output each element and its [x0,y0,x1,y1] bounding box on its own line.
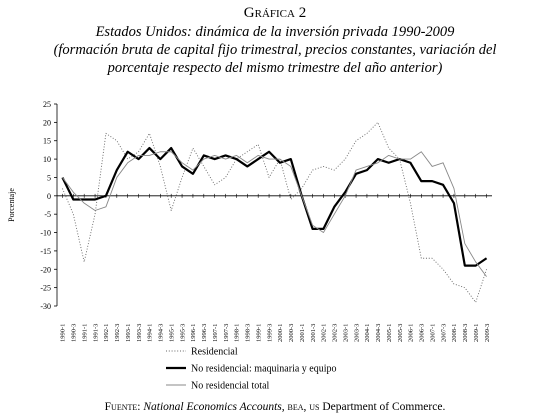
chart-subtitle: Estados Unidos: dinámica de la inversión… [95,24,456,40]
x-tick-label: 2004-3 [375,324,382,342]
legend-label: Residencial [191,347,238,358]
series-line [62,121,487,303]
x-tick-label: 2007-3 [440,324,447,342]
x-tick-label: 2003-3 [353,324,360,342]
y-tick-label: 15 [43,137,51,146]
chart-subtitle: (formación bruta de capital fijo trimest… [54,42,497,58]
x-tick-label: 2000-3 [288,324,295,342]
x-tick-label: 1997-3 [223,324,230,342]
y-axis-label: Porcentaje [7,188,16,222]
source-country: us [309,401,319,413]
chart-title: Gráfica 2 [244,5,306,21]
y-tick-label: -20 [40,265,51,274]
x-tick-label: 2004-1 [364,324,371,342]
source-note: Fuente: National Economics Accounts, bea… [105,401,446,413]
x-tick-label: 1994-3 [158,324,165,342]
series-line [62,151,487,277]
source-label: Fuente: [105,401,141,413]
x-tick-label: 1994-1 [147,324,154,342]
x-tick-label: 1995-3 [179,324,186,342]
x-tick-label: 2002-3 [332,324,339,342]
x-tick-label: 1993-3 [136,324,143,342]
y-tick-label: 5 [47,173,51,182]
x-tick-label: 1998-3 [245,324,252,342]
x-tick-label: 1999-3 [266,324,273,342]
x-tick-label: 1996-1 [190,324,197,342]
x-tick-label: 1998-1 [234,324,241,342]
x-tick-label: 1997-1 [212,324,219,342]
y-tick-label: -5 [44,210,51,219]
y-tick-label: -30 [40,302,51,311]
x-tick-label: 1992-1 [103,324,110,342]
source-agency: bea, [288,401,307,413]
x-tick-label: 2006-3 [419,324,426,342]
x-tick-label: 2001-1 [299,324,306,342]
chart-subtitle: porcentaje respecto del mismo trimestre … [107,60,443,76]
x-tick-label: 2008-1 [451,324,458,342]
y-tick-label: -10 [40,229,51,238]
x-tick-label: 1990-1 [60,324,67,342]
x-tick-label: 2001-3 [310,324,317,342]
x-tick-label: 2007-1 [429,324,436,342]
legend-label: No residencial: maquinaria y equipo [191,364,337,375]
y-tick-label: -25 [40,284,51,293]
x-tick-label: 2009-3 [484,324,491,342]
series-line [61,146,488,267]
x-tick-label: 2003-1 [342,324,349,342]
y-tick-label: 10 [43,155,51,164]
x-tick-label: 2002-1 [321,324,328,342]
x-tick-label: 2008-3 [462,324,469,342]
y-tick-label: -15 [40,247,51,256]
x-tick-label: 1993-1 [125,324,132,342]
x-tick-label: 1992-3 [114,324,121,342]
y-tick-label: 0 [47,192,51,201]
x-tick-label: 1995-1 [168,324,175,342]
x-tick-label: 2006-1 [408,324,415,342]
x-tick-label: 1996-3 [201,324,208,342]
x-tick-label: 2005-3 [397,324,404,342]
x-tick-label: 1990-3 [71,324,78,342]
x-tick-label: 1991-1 [81,324,88,342]
x-tick-label: 2009-1 [473,324,480,342]
y-tick-label: 20 [43,118,51,127]
source-department: Department of Commerce. [322,401,445,413]
x-tick-label: 1991-3 [92,324,99,342]
legend-label: No residencial total [191,381,270,392]
y-tick-label: 25 [43,100,51,109]
x-tick-label: 1999-1 [255,324,262,342]
x-tick-label: 2000-1 [277,324,284,342]
x-tick-label: 2005-1 [386,324,393,342]
source-publication: National Economics Accounts, [142,401,284,413]
